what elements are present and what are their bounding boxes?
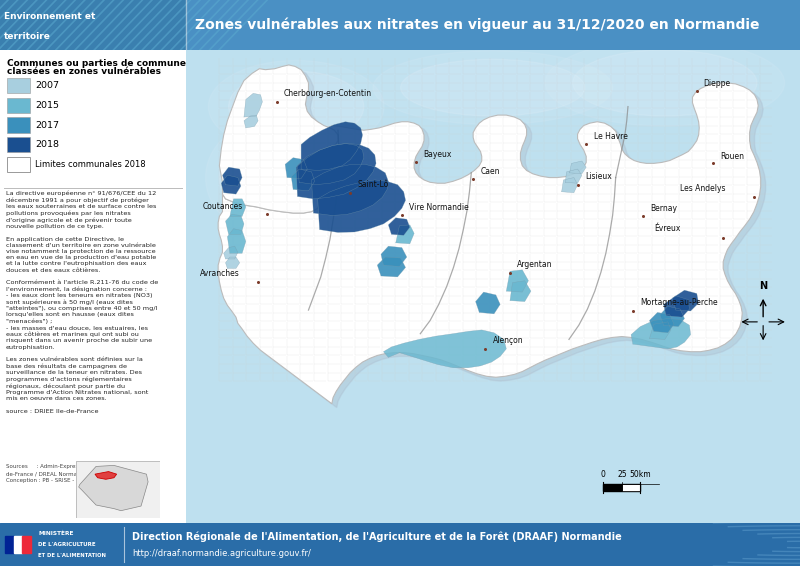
Bar <box>7 138 30 152</box>
Text: Limites communales 2018: Limites communales 2018 <box>35 160 146 169</box>
Polygon shape <box>95 471 117 479</box>
Ellipse shape <box>219 135 311 220</box>
Polygon shape <box>78 465 148 511</box>
Text: Alençon: Alençon <box>493 336 523 345</box>
Bar <box>7 78 30 93</box>
Text: Environnement et: Environnement et <box>4 12 95 21</box>
Text: 2017: 2017 <box>35 121 59 130</box>
Text: DE L'AGRICULTURE: DE L'AGRICULTURE <box>38 542 96 547</box>
Polygon shape <box>311 164 388 216</box>
Text: Évreux: Évreux <box>654 224 681 233</box>
Polygon shape <box>298 144 364 185</box>
Polygon shape <box>506 270 529 292</box>
Text: 50km: 50km <box>630 470 651 479</box>
Polygon shape <box>660 306 685 327</box>
Text: Sources     : Admin-Express 2018 © © IGN / DRIEE Ile-
de-France / DREAL Normandi: Sources : Admin-Express 2018 © © IGN / D… <box>6 464 154 483</box>
Polygon shape <box>227 229 246 253</box>
Text: Communes ou parties de communes: Communes ou parties de communes <box>7 59 192 68</box>
Text: Les Andelys: Les Andelys <box>680 184 726 192</box>
Text: http://draaf.normandie.agriculture.gouv.fr/: http://draaf.normandie.agriculture.gouv.… <box>132 548 311 558</box>
Bar <box>7 118 30 132</box>
Text: Rouen: Rouen <box>720 152 744 161</box>
Text: Saint-Lô: Saint-Lô <box>358 180 389 189</box>
Polygon shape <box>664 296 690 317</box>
Text: Dieppe: Dieppe <box>703 79 730 88</box>
Polygon shape <box>285 158 307 178</box>
Text: Lisieux: Lisieux <box>585 173 612 181</box>
Text: ET DE L'ALIMENTATION: ET DE L'ALIMENTATION <box>38 553 106 558</box>
Polygon shape <box>222 167 242 186</box>
Text: Bayeux: Bayeux <box>423 149 452 158</box>
Ellipse shape <box>229 71 364 142</box>
Bar <box>622 484 640 491</box>
Polygon shape <box>562 178 578 192</box>
Text: La directive européenne n° 91/676/CEE du 12
décembre 1991 a pour objectif de pro: La directive européenne n° 91/676/CEE du… <box>6 191 158 414</box>
Polygon shape <box>244 115 258 128</box>
Text: MINISTÈRE: MINISTÈRE <box>38 531 74 536</box>
Polygon shape <box>223 87 766 408</box>
Text: 2018: 2018 <box>35 140 59 149</box>
Ellipse shape <box>573 50 757 116</box>
Text: classées en zones vulnérables: classées en zones vulnérables <box>7 67 162 76</box>
Bar <box>7 97 30 113</box>
Text: Argentan: Argentan <box>518 260 553 269</box>
Text: territoire: territoire <box>4 32 51 41</box>
Text: Coutances: Coutances <box>202 201 242 211</box>
Polygon shape <box>226 257 240 268</box>
Bar <box>14 536 22 553</box>
Polygon shape <box>301 122 362 170</box>
Bar <box>0 0 186 50</box>
Text: Zones vulnérables aux nitrates en vigueur au 31/12/2020 en Normandie: Zones vulnérables aux nitrates en vigueu… <box>195 18 760 32</box>
Text: Vire Normandie: Vire Normandie <box>410 203 469 212</box>
Polygon shape <box>631 319 690 349</box>
Polygon shape <box>226 215 244 234</box>
Text: 0: 0 <box>601 470 606 479</box>
Polygon shape <box>388 218 410 235</box>
Polygon shape <box>396 225 414 244</box>
Polygon shape <box>224 68 343 217</box>
Polygon shape <box>475 292 500 314</box>
Ellipse shape <box>206 122 326 233</box>
Bar <box>22 536 31 553</box>
Text: Cherbourg-en-Cotentin: Cherbourg-en-Cotentin <box>284 89 372 98</box>
Polygon shape <box>222 175 241 194</box>
Polygon shape <box>650 322 671 340</box>
Bar <box>7 157 30 173</box>
Bar <box>603 484 640 491</box>
Ellipse shape <box>545 40 785 126</box>
Polygon shape <box>296 144 376 199</box>
Polygon shape <box>570 161 586 174</box>
Ellipse shape <box>208 61 384 153</box>
Bar <box>5 536 14 553</box>
Text: 25: 25 <box>617 470 626 479</box>
Polygon shape <box>650 312 674 333</box>
Ellipse shape <box>401 59 585 116</box>
Text: Le Havre: Le Havre <box>594 132 627 141</box>
Polygon shape <box>219 65 338 213</box>
Text: 2015: 2015 <box>35 101 59 110</box>
Text: Mortagne-au-Perche: Mortagne-au-Perche <box>640 298 718 307</box>
Polygon shape <box>230 199 246 216</box>
Polygon shape <box>218 83 761 404</box>
Polygon shape <box>224 246 238 259</box>
Text: Direction Régionale de l'Alimentation, de l'Agriculture et de la Forêt (DRAAF) N: Direction Régionale de l'Alimentation, d… <box>132 532 622 542</box>
Polygon shape <box>244 93 262 117</box>
Polygon shape <box>381 246 406 267</box>
Polygon shape <box>672 290 698 311</box>
Text: 2007: 2007 <box>35 81 59 90</box>
Polygon shape <box>318 180 406 233</box>
Text: Caen: Caen <box>481 166 500 175</box>
Polygon shape <box>566 169 582 183</box>
Text: N: N <box>759 281 767 291</box>
Polygon shape <box>378 257 406 277</box>
Text: Avranches: Avranches <box>200 269 240 278</box>
Polygon shape <box>291 169 314 191</box>
Text: Bernay: Bernay <box>650 204 678 213</box>
Polygon shape <box>510 281 531 302</box>
Ellipse shape <box>373 51 613 125</box>
Polygon shape <box>383 330 506 368</box>
